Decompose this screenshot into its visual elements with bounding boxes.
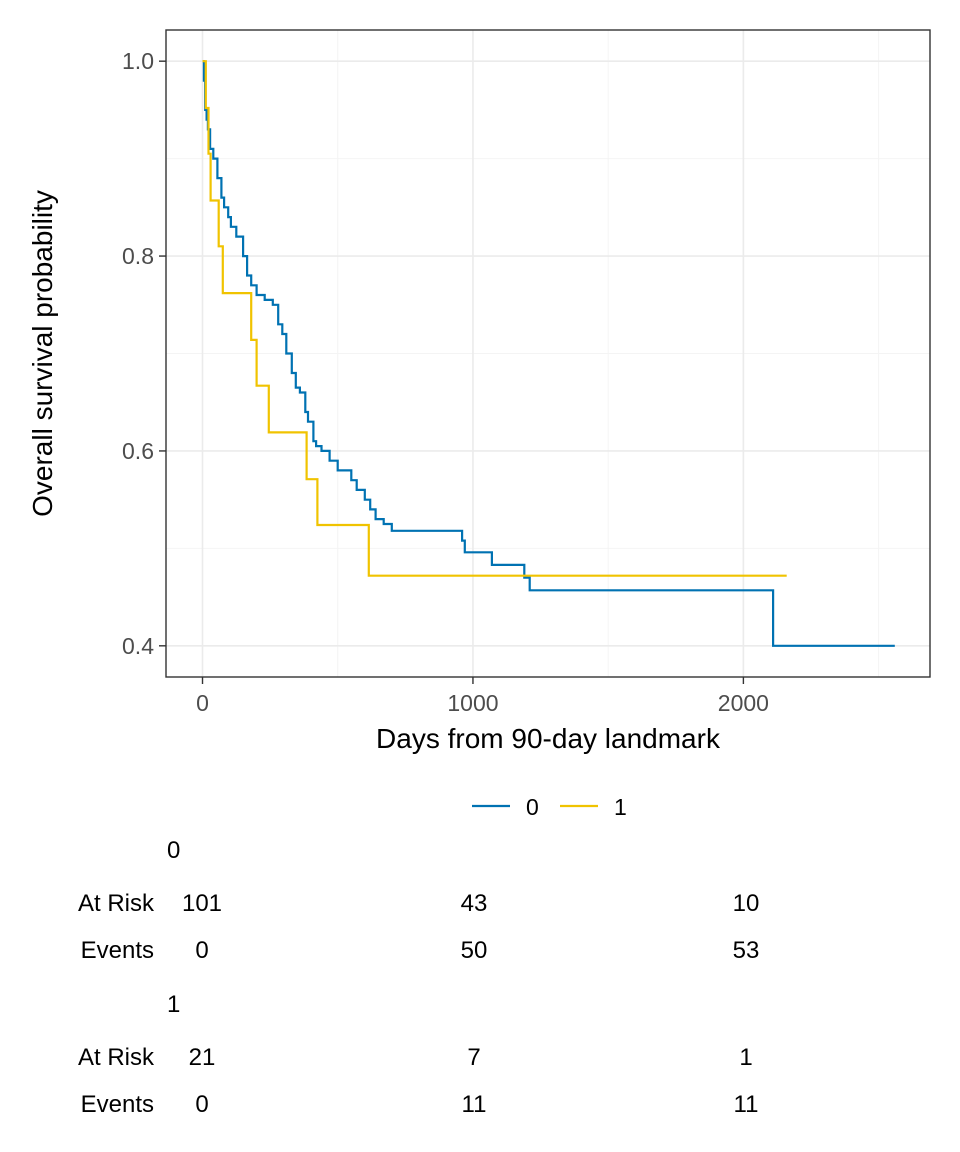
y-tick-label: 0.6 [122, 438, 154, 464]
y-tick-label: 1.0 [122, 48, 154, 74]
legend-label-1: 1 [614, 794, 627, 820]
y-tick-label: 0.8 [122, 243, 154, 269]
y-axis-title: Overall survival probability [27, 190, 58, 517]
risk-cell: 10 [733, 890, 760, 917]
risk-cell: 7 [467, 1044, 480, 1071]
x-tick-label: 0 [196, 690, 209, 716]
risk-cell: 50 [461, 937, 488, 964]
risk-cell: 53 [733, 937, 760, 964]
legend-label-0: 0 [526, 794, 539, 820]
plot-panel-border [165, 29, 931, 678]
survival-curve-group-1 [202, 60, 787, 577]
risk-row-label: Events [81, 937, 154, 964]
y-tick-label: 0.4 [122, 633, 154, 659]
risk-cell: 11 [462, 1091, 487, 1118]
x-tick-label: 1000 [447, 690, 498, 716]
x-tick-label: 2000 [718, 690, 769, 716]
risk-group-title: 1 [167, 991, 180, 1018]
risk-row-label: At Risk [78, 890, 155, 917]
risk-cell: 43 [461, 890, 488, 917]
axis-layer: 0 1000 2000 0.4 0.6 0.8 1.0 [122, 48, 769, 716]
series-layer [202, 60, 895, 647]
risk-cell: 11 [734, 1091, 759, 1118]
risk-group-title: 0 [167, 837, 180, 864]
risk-cell: 0 [195, 1091, 208, 1118]
risk-cell: 1 [739, 1044, 752, 1071]
risk-table: 0 At Risk 101 43 10 Events 0 50 53 1 At Risk 21 7 1 Ev… [78, 837, 759, 1118]
risk-cell: 101 [182, 890, 222, 917]
survival-curve-group-0 [202, 60, 895, 647]
x-axis-title: Days from 90-day landmark [376, 723, 721, 754]
risk-cell: 21 [189, 1044, 216, 1071]
risk-row-label: At Risk [78, 1044, 155, 1071]
risk-row-label: Events [81, 1091, 154, 1118]
risk-cell: 0 [195, 937, 208, 964]
